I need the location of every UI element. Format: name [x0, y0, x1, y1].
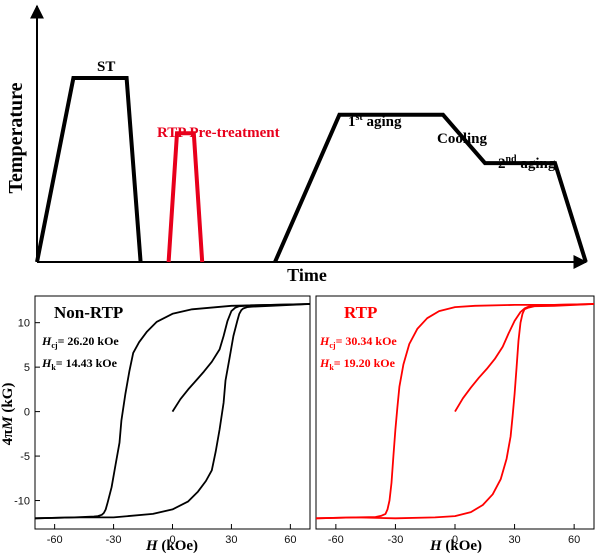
rtp-x-tick-label: 0: [452, 534, 458, 546]
rtp-x-tick-label: -30: [387, 534, 403, 546]
rtp-pretreatment-annotation: RTP Pre-treatment: [157, 125, 280, 141]
rtp-hk-annotation: Hk= 19.20 kOe: [319, 356, 396, 372]
non-rtp-plot-frame: [34, 295, 311, 530]
non-rtp-curve-0: [171, 303, 311, 413]
schematic-segment-1: [166, 131, 205, 263]
rtp-x-axis-label: H (kOe): [429, 538, 482, 554]
non-rtp-curve-1: [34, 303, 311, 520]
non-rtp-y-tick-label: 0: [24, 407, 30, 419]
second-aging-annotation: 2nd aging: [498, 154, 556, 172]
rtp-x-tick-label: 30: [508, 534, 520, 546]
non-rtp-y-tick-label: -10: [14, 496, 30, 508]
non-rtp-hk-annotation: Hk= 14.43 kOe: [41, 356, 118, 372]
schematic-segment-2: [273, 112, 588, 263]
heat-treatment-schematic: Temperature Time ST RTP Pre-treatment 1s…: [5, 4, 588, 285]
rtp-curve-1: [315, 303, 595, 520]
non-rtp-curve-2: [34, 303, 311, 520]
rtp-hysteresis-panel: -60 -30 0 30 60 RTP Hcj= 30.34 kOe Hk= 19.20…: [315, 295, 595, 554]
non-rtp-y-tick-label: -5: [20, 451, 30, 463]
st-annotation: ST: [97, 59, 115, 75]
non-rtp-x-tick-label: 60: [284, 534, 296, 546]
rtp-x-tick-label: -60: [328, 534, 344, 546]
rtp-hcj-annotation: Hcj= 30.34 kOe: [319, 334, 397, 350]
schematic-segment-0: [35, 76, 143, 263]
non-rtp-hysteresis-panel: -60 -30 0 30 60 -10 -5 0 5 10 Non-RTP Hcj= 26.20 …: [0, 295, 311, 554]
non-rtp-x-tick-label: -60: [47, 534, 63, 546]
temperature-axis-label: Temperature: [5, 82, 27, 193]
time-axis-label: Time: [287, 265, 327, 285]
magnetization-y-axis-label: 4πM (kG): [0, 383, 16, 446]
non-rtp-x-axis-label: H (kOe): [145, 538, 198, 554]
non-rtp-x-tick-label: -30: [106, 534, 122, 546]
non-rtp-title: Non-RTP: [54, 303, 123, 322]
rtp-title: RTP: [344, 303, 377, 322]
non-rtp-hcj-annotation: Hcj= 26.20 kOe: [41, 334, 119, 350]
non-rtp-x-tick-label: 30: [225, 534, 237, 546]
rtp-x-tick-label: 60: [568, 534, 580, 546]
non-rtp-y-tick-label: 10: [18, 318, 30, 330]
first-aging-annotation: 1st aging: [348, 112, 402, 130]
non-rtp-x-tick-label: 0: [169, 534, 175, 546]
rtp-curve-0: [454, 303, 595, 413]
rtp-plot-frame: [315, 295, 595, 530]
cooling-annotation: Cooling: [437, 131, 488, 147]
non-rtp-y-tick-label: 5: [24, 362, 30, 374]
rtp-curve-2: [315, 303, 595, 520]
